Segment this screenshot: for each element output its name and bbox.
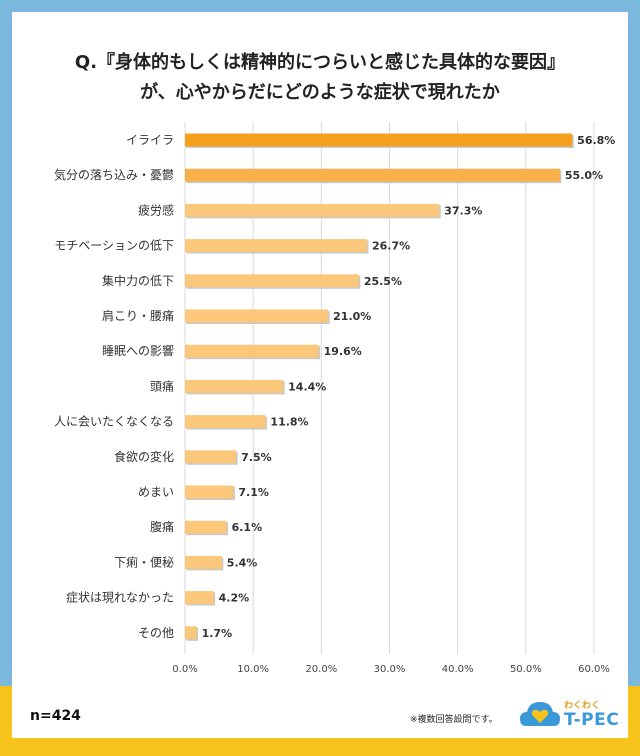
category-label: 集中力の低下	[102, 273, 174, 288]
data-label: 11.8%	[270, 416, 308, 429]
bar	[185, 344, 319, 358]
bar	[185, 555, 222, 569]
x-tick-label: 10.0%	[237, 664, 269, 675]
bar	[185, 415, 266, 429]
data-label: 26.7%	[372, 240, 410, 253]
data-label: 55.0%	[565, 169, 603, 182]
category-label: 疲労感	[138, 202, 174, 217]
bar	[185, 591, 214, 605]
data-label: 14.4%	[288, 380, 326, 393]
multiple-answer-note: ※複数回答設問です。	[410, 715, 498, 725]
bar	[185, 168, 560, 182]
x-tick-label: 20.0%	[305, 664, 337, 675]
category-label: 肩こり・腰痛	[102, 308, 174, 323]
bar	[185, 520, 227, 534]
category-label: 腹痛	[150, 519, 174, 534]
category-label: 頭痛	[150, 378, 174, 393]
logo-main-text: T-PEC	[564, 710, 620, 730]
data-label: 21.0%	[333, 310, 371, 323]
data-label: 1.7%	[202, 627, 233, 640]
category-label: 下痢・便秘	[114, 554, 174, 569]
bar	[185, 203, 440, 217]
bar	[185, 239, 368, 253]
x-tick-label: 40.0%	[442, 664, 474, 675]
data-label: 4.2%	[219, 592, 250, 605]
bar	[185, 450, 237, 464]
title-line-1: Q.『身体的もしくは精神的につらいと感じた具体的な要因』	[74, 52, 566, 73]
x-tick-label: 0.0%	[172, 664, 197, 675]
category-label: その他	[138, 626, 174, 640]
data-label: 7.5%	[241, 451, 272, 464]
bar	[185, 133, 573, 147]
bar	[185, 485, 234, 499]
data-label: 6.1%	[232, 521, 263, 534]
category-label: 食欲の変化	[114, 449, 174, 464]
category-label: 気分の落ち込み・憂鬱	[54, 167, 174, 182]
data-label: 19.6%	[324, 345, 362, 358]
category-label: イライラ	[126, 133, 174, 147]
x-tick-label: 30.0%	[374, 664, 406, 675]
category-label: 人に会いたくなくなる	[54, 415, 174, 429]
logo-top-text: わくわく	[564, 701, 601, 711]
bar	[185, 274, 359, 288]
data-label: 7.1%	[238, 486, 269, 499]
bar	[185, 379, 284, 393]
title-line-2: が、心やからだにどのような症状で現れたか	[140, 82, 500, 103]
tpec-logo: わくわく T-PEC	[520, 698, 620, 738]
sample-size: n=424	[30, 708, 81, 724]
cloud-heart-icon	[520, 702, 560, 726]
bar-chart: 0.0% 10.0% 20.0% 30.0% 40.0% 50.0% 60.0% イライラ 56…	[54, 122, 615, 675]
data-label: 25.5%	[364, 275, 402, 288]
x-tick-label: 50.0%	[510, 664, 542, 675]
chart-card: Q.『身体的もしくは精神的につらいと感じた具体的な要因』 が、心やからだにどのよ…	[12, 12, 628, 738]
question-title: Q.『身体的もしくは精神的につらいと感じた具体的な要因』 が、心やからだにどのよ…	[12, 48, 628, 108]
x-tick-label: 60.0%	[578, 664, 610, 675]
data-label: 5.4%	[227, 556, 258, 569]
data-label: 37.3%	[444, 204, 482, 217]
category-label: 睡眠への影響	[102, 343, 174, 358]
data-label: 56.8%	[577, 134, 615, 147]
bar	[185, 626, 197, 640]
category-label: 症状は現れなかった	[66, 590, 174, 605]
category-label: モチベーションの低下	[54, 239, 174, 253]
category-label: めまい	[138, 485, 174, 499]
bar	[185, 309, 329, 323]
